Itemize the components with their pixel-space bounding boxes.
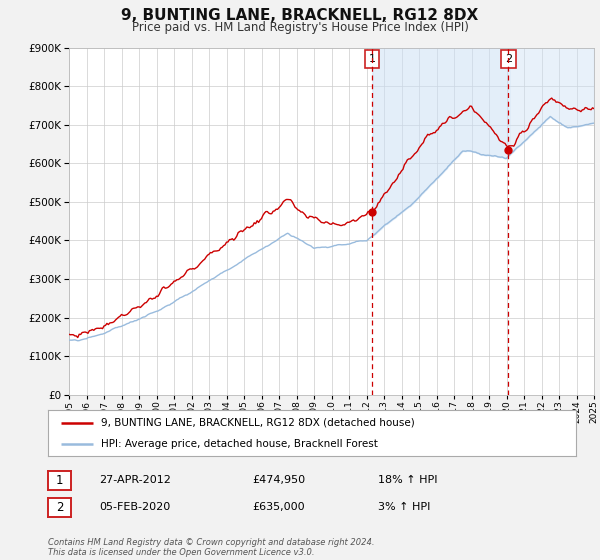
Text: 1: 1 <box>368 54 376 64</box>
Text: 1: 1 <box>56 474 63 487</box>
Text: 18% ↑ HPI: 18% ↑ HPI <box>378 475 437 485</box>
Text: 05-FEB-2020: 05-FEB-2020 <box>99 502 170 512</box>
Text: Price paid vs. HM Land Registry's House Price Index (HPI): Price paid vs. HM Land Registry's House … <box>131 21 469 34</box>
Text: £474,950: £474,950 <box>252 475 305 485</box>
Text: 2: 2 <box>505 54 512 64</box>
Text: £635,000: £635,000 <box>252 502 305 512</box>
Text: 3% ↑ HPI: 3% ↑ HPI <box>378 502 430 512</box>
Text: Contains HM Land Registry data © Crown copyright and database right 2024.
This d: Contains HM Land Registry data © Crown c… <box>48 538 374 557</box>
Text: 9, BUNTING LANE, BRACKNELL, RG12 8DX: 9, BUNTING LANE, BRACKNELL, RG12 8DX <box>121 8 479 24</box>
Text: 27-APR-2012: 27-APR-2012 <box>99 475 171 485</box>
Text: 2: 2 <box>56 501 63 514</box>
Text: 9, BUNTING LANE, BRACKNELL, RG12 8DX (detached house): 9, BUNTING LANE, BRACKNELL, RG12 8DX (de… <box>101 418 415 428</box>
Text: HPI: Average price, detached house, Bracknell Forest: HPI: Average price, detached house, Brac… <box>101 439 377 449</box>
